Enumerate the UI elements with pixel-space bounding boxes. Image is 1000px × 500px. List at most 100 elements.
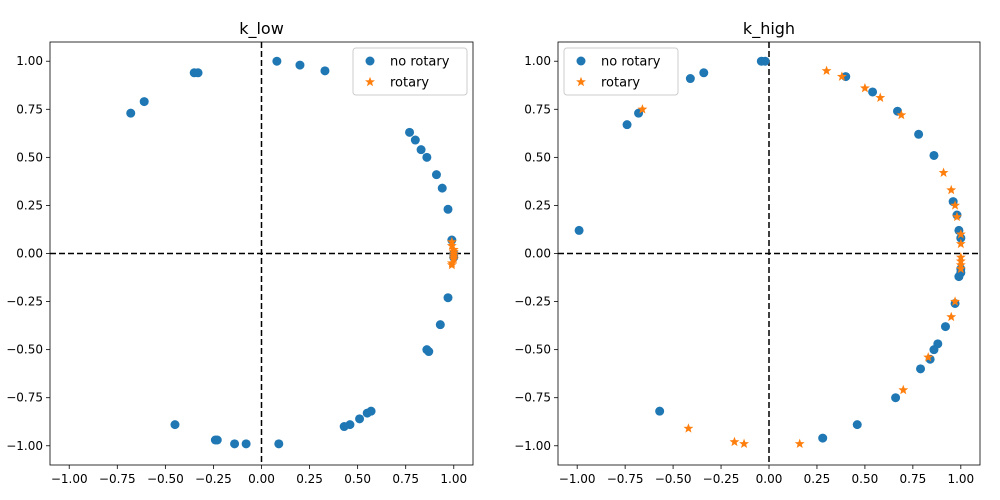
x-tick-label: 0.25 — [296, 472, 323, 486]
data-point-circle — [139, 97, 149, 107]
y-tick-label: −1.00 — [514, 439, 551, 453]
data-point-circle — [914, 129, 924, 139]
data-point-star — [794, 438, 805, 449]
data-point-circle — [362, 408, 372, 418]
legend-label: no rotary — [601, 55, 661, 70]
x-tick-label: 0.00 — [248, 472, 275, 486]
data-point-star — [952, 211, 962, 222]
x-tick-label: 1.00 — [947, 472, 974, 486]
data-point-star — [946, 184, 957, 195]
data-point-star — [955, 263, 966, 274]
data-point-circle — [868, 87, 878, 97]
data-point-circle — [422, 152, 432, 162]
data-point-star — [683, 423, 694, 433]
x-tick-label: −1.00 — [51, 472, 88, 486]
x-tick-label: 0.50 — [344, 472, 371, 486]
y-tick-label: −0.75 — [6, 391, 43, 405]
chart-panel-k-low: k_low −1.00 −0.75 −0.50 −0.25 0.00 0.25 0.50 0.7… — [6, 19, 474, 486]
y-tick-label: −1.00 — [6, 439, 43, 453]
data-point-star — [955, 229, 966, 239]
data-point-star — [875, 92, 886, 102]
data-point-star — [739, 438, 750, 449]
data-point-circle — [405, 127, 415, 137]
data-point-circle — [916, 364, 926, 374]
y-tick-label: −0.50 — [514, 343, 551, 357]
chart-panel-k-high: k_high −1.00 −0.75 −0.50 −0.25 0.00 0.25 0.50 0.… — [514, 19, 981, 486]
y-tick-label: −0.25 — [6, 295, 43, 309]
data-point-star — [896, 109, 907, 120]
y-tick-label: 0.25 — [16, 198, 43, 212]
data-point-circle — [170, 420, 180, 430]
y-tick-label: −0.75 — [514, 391, 551, 405]
data-point-circle — [410, 135, 420, 145]
y-tick-label: 0.50 — [524, 150, 551, 164]
data-point-circle — [891, 393, 901, 403]
x-tick-label: −0.25 — [195, 472, 232, 486]
x-tick-label: 1.00 — [440, 472, 467, 486]
data-point-circle — [355, 414, 365, 424]
x-tick-label: −0.25 — [703, 472, 740, 486]
legend: no rotary rotary — [352, 47, 468, 96]
data-point-circle — [193, 68, 203, 78]
data-point-star — [446, 259, 457, 270]
data-point-star — [821, 65, 832, 76]
legend-marker-circle — [576, 56, 586, 66]
data-point-circle — [274, 439, 284, 449]
data-point-circle — [574, 225, 584, 235]
legend-label: no rotary — [390, 55, 450, 70]
data-point-circle — [424, 347, 434, 357]
y-tick-label: −0.25 — [514, 295, 551, 309]
x-tick-label: −1.00 — [559, 472, 596, 486]
x-tick-label: 0.00 — [756, 472, 783, 486]
data-point-circle — [929, 150, 939, 160]
data-point-star — [950, 296, 961, 306]
data-point-circle — [437, 183, 447, 193]
data-point-star — [729, 436, 740, 447]
legend-box — [563, 47, 679, 96]
data-point-star — [446, 240, 457, 251]
x-tick-label: −0.50 — [147, 472, 184, 486]
legend-label: rotary — [390, 76, 429, 91]
x-tick-label: −0.50 — [655, 472, 692, 486]
data-point-star — [637, 104, 648, 114]
legend-label: rotary — [601, 76, 640, 91]
x-tick-label: −0.75 — [607, 472, 644, 486]
data-point-circle — [929, 345, 939, 355]
y-tick-label: 0.00 — [16, 247, 43, 261]
axes-frame — [49, 41, 474, 466]
data-point-star — [923, 352, 934, 362]
y-tick-label: −0.50 — [6, 343, 43, 357]
y-tick-label: 1.00 — [524, 54, 551, 68]
data-point-circle — [416, 145, 426, 155]
data-point-circle — [431, 170, 441, 180]
data-point-circle — [655, 406, 665, 416]
data-point-circle — [760, 56, 770, 66]
data-point-circle — [212, 435, 222, 445]
data-point-circle — [241, 439, 251, 449]
data-point-circle — [230, 439, 240, 449]
data-point-circle — [699, 68, 709, 78]
data-point-star — [946, 311, 957, 322]
chart-title: k_low — [239, 19, 284, 39]
data-point-circle — [852, 420, 862, 430]
data-point-circle — [685, 74, 695, 84]
legend: no rotary rotary — [563, 47, 679, 96]
data-point-circle — [443, 204, 453, 214]
legend-box — [352, 47, 468, 96]
data-point-star — [898, 384, 909, 395]
x-tick-label: 0.25 — [804, 472, 831, 486]
y-tick-label: 0.75 — [16, 102, 43, 116]
data-point-circle — [443, 293, 453, 303]
data-point-star — [950, 200, 961, 210]
y-tick-label: 0.00 — [524, 247, 551, 261]
y-tick-label: 1.00 — [16, 54, 43, 68]
legend-marker-circle — [365, 56, 375, 66]
legend-marker-star — [576, 76, 586, 87]
data-point-circle — [818, 433, 828, 443]
y-tick-label: 0.75 — [524, 102, 551, 116]
axes-frame — [557, 41, 981, 466]
x-tick-label: 0.75 — [900, 472, 927, 486]
data-point-circle — [339, 422, 349, 432]
data-point-circle — [940, 322, 950, 332]
